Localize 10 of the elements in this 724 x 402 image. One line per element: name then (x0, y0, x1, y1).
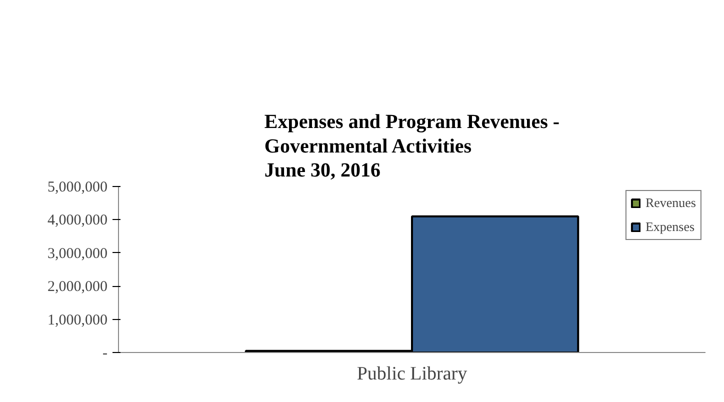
y-tick-label: 2,000,000 (48, 279, 108, 296)
y-tick-label: 3,000,000 (48, 246, 108, 262)
legend-label: Revenues (645, 195, 696, 211)
legend-label: Expenses (645, 219, 695, 235)
y-tick-label: 4,000,000 (48, 212, 108, 229)
y-tick-label: 1,000,000 (48, 312, 108, 328)
x-tick-label: Public Library (356, 364, 468, 384)
chart-title: Expenses and Program Revenues - Governmental Activities June 30, 2016 (264, 111, 560, 182)
y-tick-label: 5,000,000 (48, 180, 108, 196)
y-tick-label: - (102, 346, 108, 362)
